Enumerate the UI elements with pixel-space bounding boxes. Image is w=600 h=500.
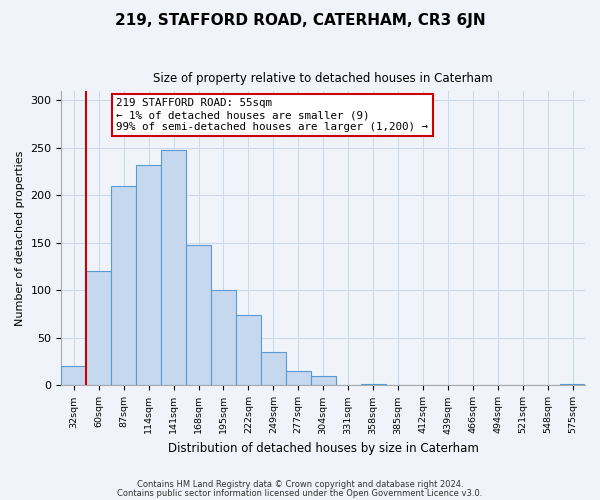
Bar xyxy=(361,384,386,386)
Text: Contains HM Land Registry data © Crown copyright and database right 2024.: Contains HM Land Registry data © Crown c… xyxy=(137,480,463,489)
Bar xyxy=(61,366,86,386)
Text: 219 STAFFORD ROAD: 55sqm
← 1% of detached houses are smaller (9)
99% of semi-det: 219 STAFFORD ROAD: 55sqm ← 1% of detache… xyxy=(116,98,428,132)
Bar xyxy=(136,165,161,386)
Bar xyxy=(161,150,186,386)
X-axis label: Distribution of detached houses by size in Caterham: Distribution of detached houses by size … xyxy=(168,442,479,455)
Text: 219, STAFFORD ROAD, CATERHAM, CR3 6JN: 219, STAFFORD ROAD, CATERHAM, CR3 6JN xyxy=(115,12,485,28)
Text: Contains public sector information licensed under the Open Government Licence v3: Contains public sector information licen… xyxy=(118,488,482,498)
Bar xyxy=(560,384,585,386)
Bar xyxy=(261,352,286,386)
Bar xyxy=(236,315,261,386)
Title: Size of property relative to detached houses in Caterham: Size of property relative to detached ho… xyxy=(154,72,493,86)
Bar xyxy=(286,371,311,386)
Bar xyxy=(111,186,136,386)
Y-axis label: Number of detached properties: Number of detached properties xyxy=(15,150,25,326)
Bar xyxy=(311,376,335,386)
Bar xyxy=(211,290,236,386)
Bar xyxy=(186,245,211,386)
Bar xyxy=(86,272,111,386)
